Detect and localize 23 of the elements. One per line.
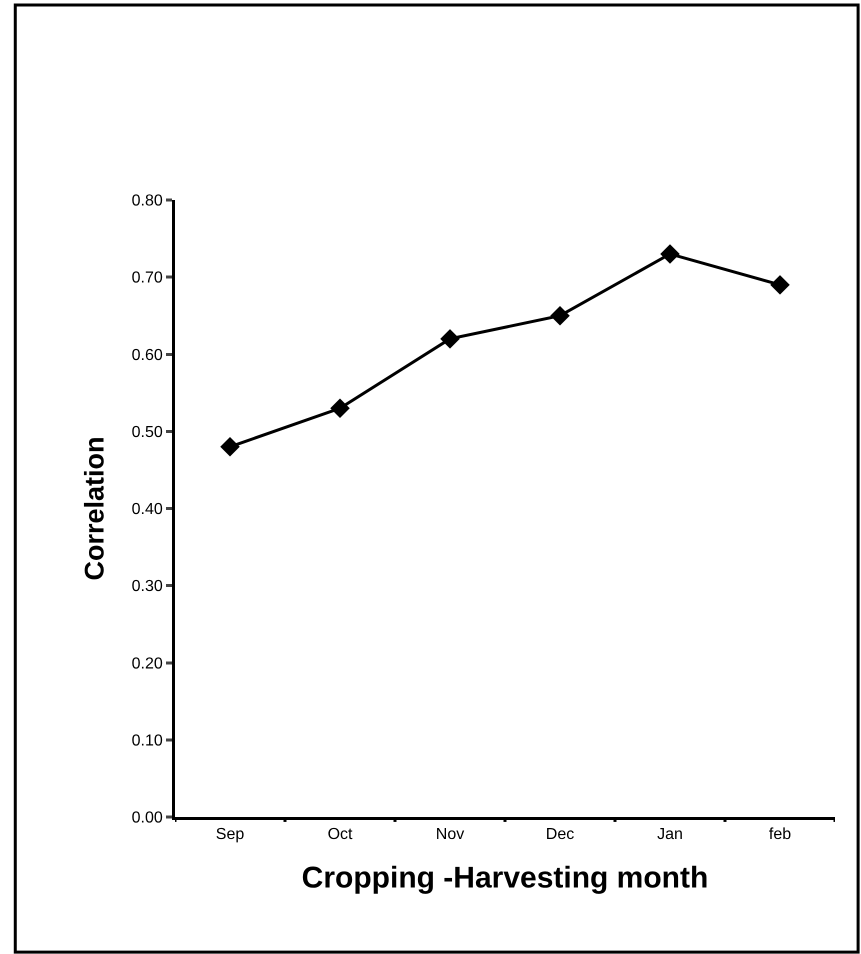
y-tick-label: 0.70 [132, 270, 163, 287]
point [440, 329, 460, 349]
x-tick-label: feb [768, 826, 792, 844]
point [550, 306, 570, 326]
x-tick-label: Oct [328, 826, 353, 844]
y-tick-label: 0.40 [132, 501, 163, 518]
x-tick-label: Nov [436, 826, 464, 844]
x-tick-label: Sep [216, 826, 244, 844]
x-tick-label: Dec [546, 826, 574, 844]
y-tick-label: 0.10 [132, 732, 163, 750]
point [330, 398, 350, 418]
y-tick-label: 0.00 [132, 810, 163, 827]
point [660, 244, 680, 264]
y-tick-label: 0.20 [132, 655, 163, 672]
x-tick-label: Jan [657, 826, 683, 844]
x-axis-title: Cropping -Harvesting month [302, 862, 708, 895]
y-tick-label: 0.60 [132, 346, 163, 364]
point [220, 437, 240, 457]
y-axis-title: Correlation [80, 436, 110, 581]
y-tick-label: 0.50 [132, 424, 163, 441]
y-tick-label: 0.30 [132, 578, 163, 596]
point [770, 275, 790, 295]
y-tick-label: 0.80 [132, 192, 163, 210]
